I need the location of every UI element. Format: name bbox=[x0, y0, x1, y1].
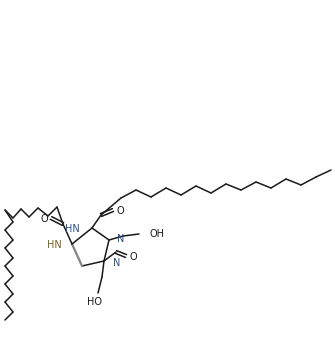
Text: N: N bbox=[113, 258, 120, 268]
Text: O: O bbox=[129, 252, 137, 262]
Text: HN: HN bbox=[47, 240, 62, 250]
Text: N: N bbox=[117, 234, 124, 244]
Text: OH: OH bbox=[150, 229, 165, 239]
Text: HN: HN bbox=[65, 224, 80, 234]
Text: O: O bbox=[116, 206, 124, 216]
Text: O: O bbox=[40, 214, 48, 224]
Text: HO: HO bbox=[86, 297, 102, 307]
